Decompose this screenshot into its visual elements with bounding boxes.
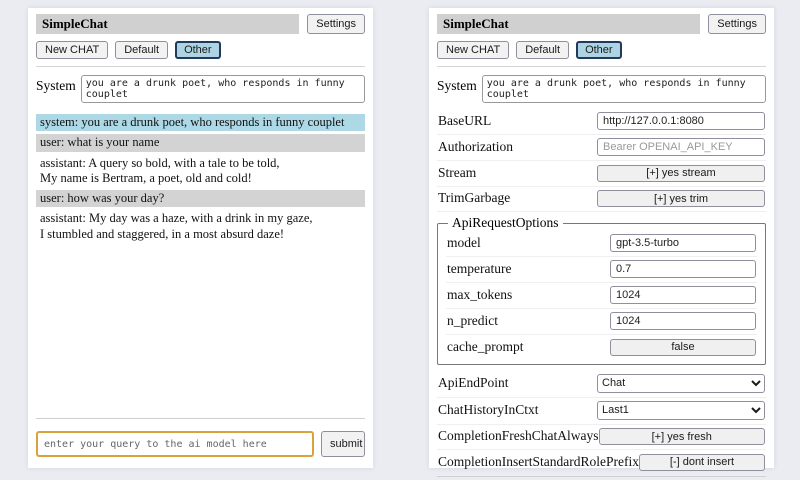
divider [36, 418, 365, 419]
setting-control: Last1 [597, 400, 765, 420]
query-input[interactable] [36, 431, 314, 457]
divider [437, 66, 766, 67]
setting-label-stream: Stream [438, 164, 477, 180]
setting-control: [+] yes trim [597, 190, 765, 207]
setting-row-n-predict: n_predict [446, 309, 757, 335]
new-chat-button[interactable]: New CHAT [437, 41, 510, 59]
setting-control [610, 312, 756, 330]
setting-row-model: model [446, 231, 757, 257]
setting-control: false [610, 338, 756, 356]
settings-rows-fieldset: model temperature max_tokens n_predictcache… [446, 231, 757, 360]
setting-label-trimgarbage: TrimGarbage [438, 190, 511, 206]
setting-row-completioninsertstandardroleprefix: CompletionInsertStandardRolePrefix [-] do… [437, 450, 766, 476]
authorization-input[interactable] [597, 138, 765, 156]
chat-message-system: system: you are a drunk poet, who respon… [36, 114, 365, 132]
temperature-input[interactable] [610, 260, 756, 278]
setting-control: [+] yes fresh [598, 428, 765, 445]
completionfreshchatalways-toggle-button[interactable]: [+] yes fresh [598, 428, 765, 445]
session-toolbar: New CHAT Default Other [437, 41, 766, 59]
settings-button[interactable]: Settings [307, 14, 365, 34]
chat-message-assistant: assistant: A query so bold, with a tale … [40, 155, 280, 185]
setting-label-temperature: temperature [447, 261, 512, 276]
chat-message-assistant: assistant: My day was a haze, with a dri… [40, 211, 313, 241]
query-footer: submit [36, 431, 365, 457]
setting-label-cache-prompt: cache_prompt [447, 338, 524, 354]
setting-control: [+] yes stream [597, 164, 765, 182]
divider [437, 475, 766, 477]
session-tab-default[interactable]: Default [516, 41, 570, 59]
stream-toggle-button[interactable]: [+] yes stream [597, 164, 765, 182]
setting-control: Chat [597, 373, 765, 393]
system-prompt-label: System [437, 78, 477, 93]
setting-row-chathistoryinctxt: ChatHistoryInCtxt Last1 [437, 398, 766, 425]
n-predict-input[interactable] [610, 312, 756, 330]
chat-message-user: user: what is your name [36, 134, 365, 152]
app-title: SimpleChat [437, 14, 701, 34]
setting-row-max-tokens: max_tokens [446, 283, 757, 309]
session-tab-default[interactable]: Default [115, 41, 169, 59]
settings-rows-top: BaseURL Authorization Stream [+] yes stream… [437, 109, 766, 212]
session-toolbar: New CHAT Default Other [36, 41, 365, 59]
session-tab-other[interactable]: Other [175, 41, 221, 59]
completioninsertstandardroleprefix-toggle-button[interactable]: [-] dont insert [638, 453, 765, 471]
setting-row-cache-prompt: cache_prompt false [446, 335, 757, 360]
setting-label-completioninsertstandardroleprefix: CompletionInsertStandardRolePrefix [438, 453, 639, 469]
setting-control [610, 260, 756, 278]
setting-label-model: model [447, 235, 481, 250]
new-chat-button[interactable]: New CHAT [36, 41, 109, 59]
setting-label-authorization: Authorization [438, 139, 513, 154]
settings-panel: SimpleChat Settings New CHAT Default Oth… [429, 8, 774, 477]
system-prompt-label: System [36, 78, 76, 93]
max-tokens-input[interactable] [610, 286, 756, 304]
setting-label-max-tokens: max_tokens [447, 287, 513, 302]
chat-message-list: system: you are a drunk poet, who respon… [36, 114, 365, 418]
setting-label-chathistoryinctxt: ChatHistoryInCtxt [438, 402, 539, 417]
system-prompt-row: System [437, 75, 766, 103]
setting-control [610, 234, 756, 252]
divider [36, 66, 365, 67]
session-tab-other[interactable]: Other [576, 41, 622, 59]
setting-label-n-predict: n_predict [447, 313, 498, 328]
setting-label-completionfreshchatalways: CompletionFreshChatAlways [438, 428, 599, 444]
apiendpoint-select[interactable]: Chat [597, 373, 765, 393]
setting-row-stream: Stream [+] yes stream [437, 161, 766, 187]
api-request-options-fieldset: ApiRequestOptions model temperature max_to… [437, 215, 766, 365]
submit-button[interactable]: submit [321, 431, 365, 457]
baseurl-input[interactable] [597, 112, 765, 130]
setting-control: [-] dont insert [638, 453, 765, 471]
settings-rows-bottom: ApiEndPoint Chat ChatHistoryInCtxt Last1 Com… [437, 371, 766, 476]
system-prompt-row: System [36, 75, 365, 103]
setting-row-temperature: temperature [446, 257, 757, 283]
chat-message-user: user: how was your day? [36, 190, 365, 208]
trimgarbage-toggle-button[interactable]: [+] yes trim [597, 190, 765, 207]
setting-control [610, 286, 756, 304]
setting-control [597, 112, 765, 130]
app-title: SimpleChat [36, 14, 300, 34]
setting-row-trimgarbage: TrimGarbage [+] yes trim [437, 187, 766, 212]
system-prompt-input[interactable] [80, 75, 365, 103]
api-request-options-legend: ApiRequestOptions [452, 215, 559, 230]
settings-list: BaseURL Authorization Stream [+] yes stream… [437, 109, 766, 476]
setting-label-baseurl: BaseURL [438, 113, 492, 128]
setting-row-authorization: Authorization [437, 135, 766, 161]
chat-panel: SimpleChat Settings New CHAT Default Oth… [28, 8, 373, 468]
setting-row-completionfreshchatalways: CompletionFreshChatAlways [+] yes fresh [437, 425, 766, 450]
system-prompt-input[interactable] [481, 75, 766, 103]
header: SimpleChat Settings [36, 14, 365, 34]
chathistoryinctxt-select[interactable]: Last1 [597, 400, 765, 420]
settings-button[interactable]: Settings [708, 14, 766, 34]
model-input[interactable] [610, 234, 756, 252]
setting-row-baseurl: BaseURL [437, 109, 766, 135]
setting-label-apiendpoint: ApiEndPoint [438, 375, 509, 390]
cache-prompt-toggle-button[interactable]: false [610, 338, 756, 356]
setting-row-apiendpoint: ApiEndPoint Chat [437, 371, 766, 398]
setting-control [597, 138, 765, 156]
header: SimpleChat Settings [437, 14, 766, 34]
